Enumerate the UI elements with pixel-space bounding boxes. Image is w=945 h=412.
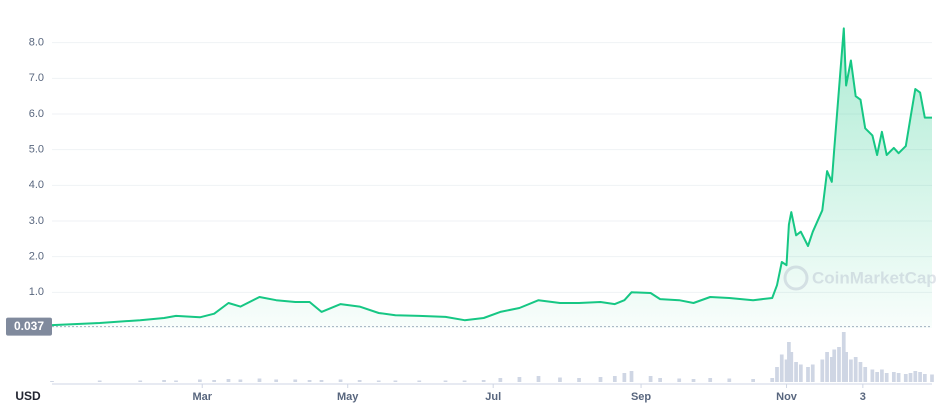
volume-bar	[853, 357, 858, 382]
watermark-logo	[783, 265, 809, 291]
y-tick-label: 1.0	[29, 286, 44, 298]
x-tick-label: Jul	[485, 391, 501, 403]
volume-bar	[794, 362, 798, 382]
volume-bar	[708, 378, 713, 382]
volume-bar	[884, 373, 889, 382]
volume-bar	[844, 352, 849, 382]
volume-bar	[863, 367, 868, 382]
volume-bar	[806, 367, 810, 382]
watermark: CoinMarketCap	[783, 265, 937, 291]
x-tick-label: Mar	[192, 391, 212, 403]
currency-label: USD	[15, 389, 41, 403]
volume-bar	[922, 374, 927, 382]
volume-bar	[858, 362, 863, 382]
volume-bar	[789, 352, 794, 382]
x-tick-label: May	[337, 391, 359, 403]
x-tick-label: Sep	[631, 391, 651, 403]
x-tick-label: Nov	[776, 391, 798, 403]
volume-bar	[784, 359, 789, 382]
volume-bar	[274, 379, 279, 382]
volume-bar	[658, 378, 662, 382]
volume-bar	[648, 376, 653, 382]
volume-bar	[443, 380, 448, 382]
x-tick-label: 3	[860, 391, 866, 403]
volume-bar	[770, 378, 775, 382]
price-line	[51, 27, 932, 327]
volume-bar	[162, 380, 166, 382]
volume-bar	[930, 374, 934, 382]
volume-bar	[174, 380, 178, 382]
volume-bar	[829, 357, 834, 382]
watermark-text: CoinMarketCap	[812, 268, 937, 287]
volume-bar	[97, 380, 102, 382]
volume-bar	[498, 378, 503, 382]
volume-bar	[376, 380, 381, 382]
volume-bar	[903, 374, 908, 382]
volume-bar	[197, 379, 202, 382]
volume-bar	[417, 380, 422, 382]
volume-bar	[629, 371, 634, 382]
baseline-label-box	[6, 317, 52, 336]
volume-bar	[612, 376, 617, 382]
volume-bar	[212, 380, 217, 382]
volume-bar	[820, 359, 825, 382]
volume-bar	[307, 380, 312, 382]
volume-bar	[798, 364, 803, 382]
volume-bar	[257, 378, 262, 382]
y-tick-label: 3.0	[29, 215, 44, 227]
volume-bar	[825, 352, 829, 382]
volume-bar	[517, 377, 522, 382]
volume-bar	[481, 380, 486, 382]
volume-bar	[787, 342, 791, 382]
volume-bar	[238, 379, 243, 382]
volume-bar	[691, 379, 696, 382]
y-tick-label: 4.0	[29, 179, 44, 191]
volume-bar	[357, 380, 362, 382]
volume-bar	[622, 373, 627, 382]
volume-bar	[880, 369, 884, 382]
volume-bar	[896, 373, 901, 382]
volume-bar	[837, 347, 841, 382]
volume-bar	[338, 379, 343, 382]
y-tick-label: 8.0	[29, 37, 44, 49]
volume-bar	[577, 378, 581, 382]
volume-bar	[677, 378, 682, 382]
y-tick-label: 5.0	[29, 144, 44, 156]
volume-bar	[50, 381, 54, 382]
volume-bar	[908, 373, 913, 382]
volume-bar	[293, 379, 298, 382]
volume-bar	[832, 349, 837, 382]
volume-bar	[891, 372, 896, 382]
volume-bar	[918, 372, 922, 382]
y-tick-label: 2.0	[29, 251, 44, 263]
volume-bar	[751, 379, 755, 382]
y-tick-label: 6.0	[29, 108, 44, 120]
volume-bar	[810, 364, 815, 382]
volume-bar	[779, 354, 784, 382]
volume-bar	[558, 377, 562, 382]
volume-bar	[775, 367, 779, 382]
volume-bar	[875, 372, 880, 382]
volume-bar	[841, 332, 846, 382]
volume-bar	[727, 378, 732, 382]
volume-bar	[138, 380, 143, 382]
volume-bar	[226, 379, 231, 382]
volume-bar	[913, 371, 918, 382]
volume-bar	[319, 380, 324, 382]
volume-bar	[462, 380, 467, 382]
volume-bar	[870, 369, 875, 382]
baseline-label: 0.037	[14, 319, 44, 333]
y-tick-label: 7.0	[29, 72, 44, 84]
area-fill	[52, 28, 932, 329]
volume-bar	[536, 376, 541, 382]
volume-bar	[393, 380, 398, 382]
volume-bar	[598, 377, 603, 382]
volume-bar	[849, 359, 853, 382]
